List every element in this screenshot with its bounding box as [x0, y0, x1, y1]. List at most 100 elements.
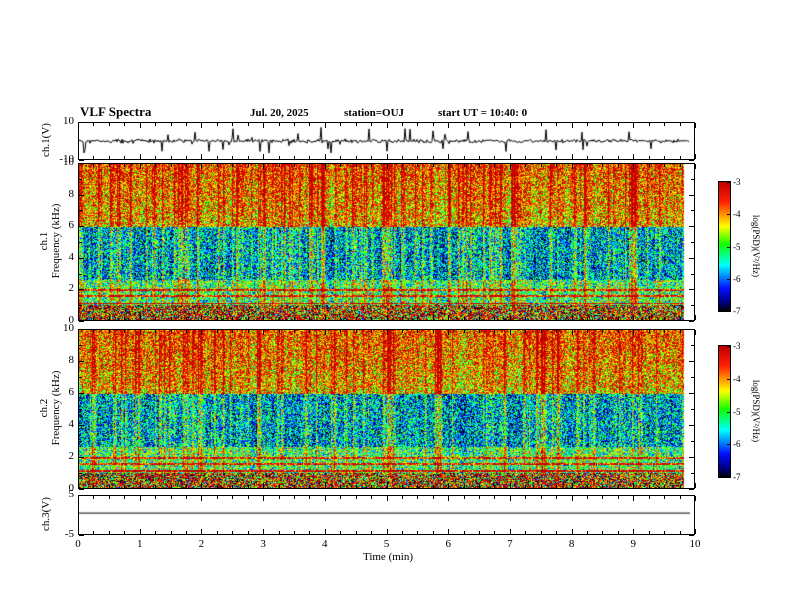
x-tick-mark — [695, 496, 696, 501]
x-tick-mark — [325, 315, 326, 320]
colorbar-tick-label: -4 — [733, 209, 741, 219]
x-tick-mark — [140, 496, 141, 501]
y-tick-mark — [689, 457, 694, 458]
x-tick-mark — [217, 164, 218, 167]
x-tick-mark — [248, 156, 249, 159]
colorbar-tick-label: -5 — [733, 407, 741, 417]
ch1-waveform-canvas — [79, 123, 694, 159]
y-tick-mark — [79, 393, 84, 394]
x-tick-mark — [309, 317, 310, 320]
x-tick-mark — [664, 485, 665, 488]
x-tick-mark — [525, 123, 526, 126]
x-tick-mark — [340, 531, 341, 534]
x-tick-mark — [680, 123, 681, 126]
x-tick-mark — [263, 315, 264, 320]
x-tick-mark — [155, 496, 156, 499]
x-tick-mark — [479, 496, 480, 499]
x-tick-mark — [93, 164, 94, 167]
x-tick-mark — [309, 496, 310, 499]
colorbar-tick-label: -3 — [733, 177, 741, 187]
y-tick-label: 10 — [63, 322, 74, 334]
x-tick-mark — [541, 330, 542, 333]
x-tick-mark — [649, 123, 650, 126]
y-minor-tick-mark — [691, 473, 694, 474]
x-tick-mark — [309, 123, 310, 126]
x-tick-mark — [494, 531, 495, 534]
y-tick-mark — [79, 289, 84, 290]
x-tick-mark — [464, 531, 465, 534]
x-tick-mark — [633, 330, 634, 335]
y-minor-tick-mark — [79, 345, 82, 346]
x-tick-mark — [417, 496, 418, 499]
x-tick-mark — [633, 483, 634, 488]
x-tick-mark — [417, 485, 418, 488]
x-tick-mark — [279, 156, 280, 159]
y-minor-tick-mark — [691, 305, 694, 306]
x-tick-mark — [448, 483, 449, 488]
y-tick-mark — [689, 321, 694, 322]
x-tick-mark — [602, 496, 603, 499]
x-tick-mark — [587, 123, 588, 126]
ch1-frequency-axis-label-line2: Frequency (kHz) — [50, 203, 62, 279]
x-tick-mark — [556, 531, 557, 534]
x-tick-mark — [541, 317, 542, 320]
x-tick-mark — [356, 317, 357, 320]
x-tick-mark — [649, 485, 650, 488]
x-tick-mark — [572, 154, 573, 159]
x-tick-mark — [325, 483, 326, 488]
y-minor-tick-mark — [79, 409, 82, 410]
x-tick-mark — [279, 164, 280, 167]
x-tick-mark — [371, 330, 372, 333]
x-tick-mark — [294, 317, 295, 320]
x-tick-mark — [572, 164, 573, 169]
x-tick-mark — [494, 123, 495, 126]
x-tick-mark — [248, 531, 249, 534]
x-tick-mark — [201, 315, 202, 320]
x-tick-mark — [510, 164, 511, 169]
x-tick-mark — [309, 156, 310, 159]
x-tick-mark — [171, 485, 172, 488]
x-tick-mark — [186, 496, 187, 499]
y-tick-label: 6 — [68, 386, 75, 398]
x-tick-mark — [171, 330, 172, 333]
x-tick-mark — [294, 123, 295, 126]
x-tick-mark — [186, 164, 187, 167]
x-tick-mark — [171, 164, 172, 167]
x-tick-mark — [602, 317, 603, 320]
x-tick-mark — [263, 123, 264, 128]
x-tick-mark — [510, 123, 511, 128]
x-tick-mark — [155, 123, 156, 126]
x-tick-mark — [649, 531, 650, 534]
colorbar-tick-label: -7 — [733, 472, 741, 482]
y-tick-mark — [689, 361, 694, 362]
x-tick-mark — [387, 123, 388, 128]
x-tick-mark — [464, 123, 465, 126]
x-tick-mark — [587, 485, 588, 488]
y-tick-label: 2 — [68, 282, 75, 294]
x-tick-mark — [433, 496, 434, 499]
x-tick-mark — [201, 529, 202, 534]
x-tick-mark — [78, 154, 79, 159]
x-tick-mark — [494, 485, 495, 488]
y-minor-tick-mark — [79, 274, 82, 275]
x-tick-mark — [340, 330, 341, 333]
x-tick-mark — [356, 330, 357, 333]
x-tick-mark — [217, 330, 218, 333]
colorbar-tick-label: -6 — [733, 274, 741, 284]
x-tick-mark — [340, 156, 341, 159]
x-tick-mark — [556, 330, 557, 333]
x-tick-mark — [525, 164, 526, 167]
y-tick-mark — [689, 535, 694, 536]
x-tick-mark — [279, 330, 280, 333]
colorbar-tick-mark — [727, 182, 731, 183]
x-tick-mark — [155, 485, 156, 488]
x-tick-mark — [248, 485, 249, 488]
x-tick-mark — [602, 531, 603, 534]
y-tick-mark — [79, 329, 84, 330]
x-tick-mark — [402, 485, 403, 488]
x-tick-mark — [433, 330, 434, 333]
x-tick-mark — [371, 156, 372, 159]
x-tick-mark — [232, 164, 233, 167]
x-tick-mark — [140, 330, 141, 335]
x-tick-mark — [572, 330, 573, 335]
